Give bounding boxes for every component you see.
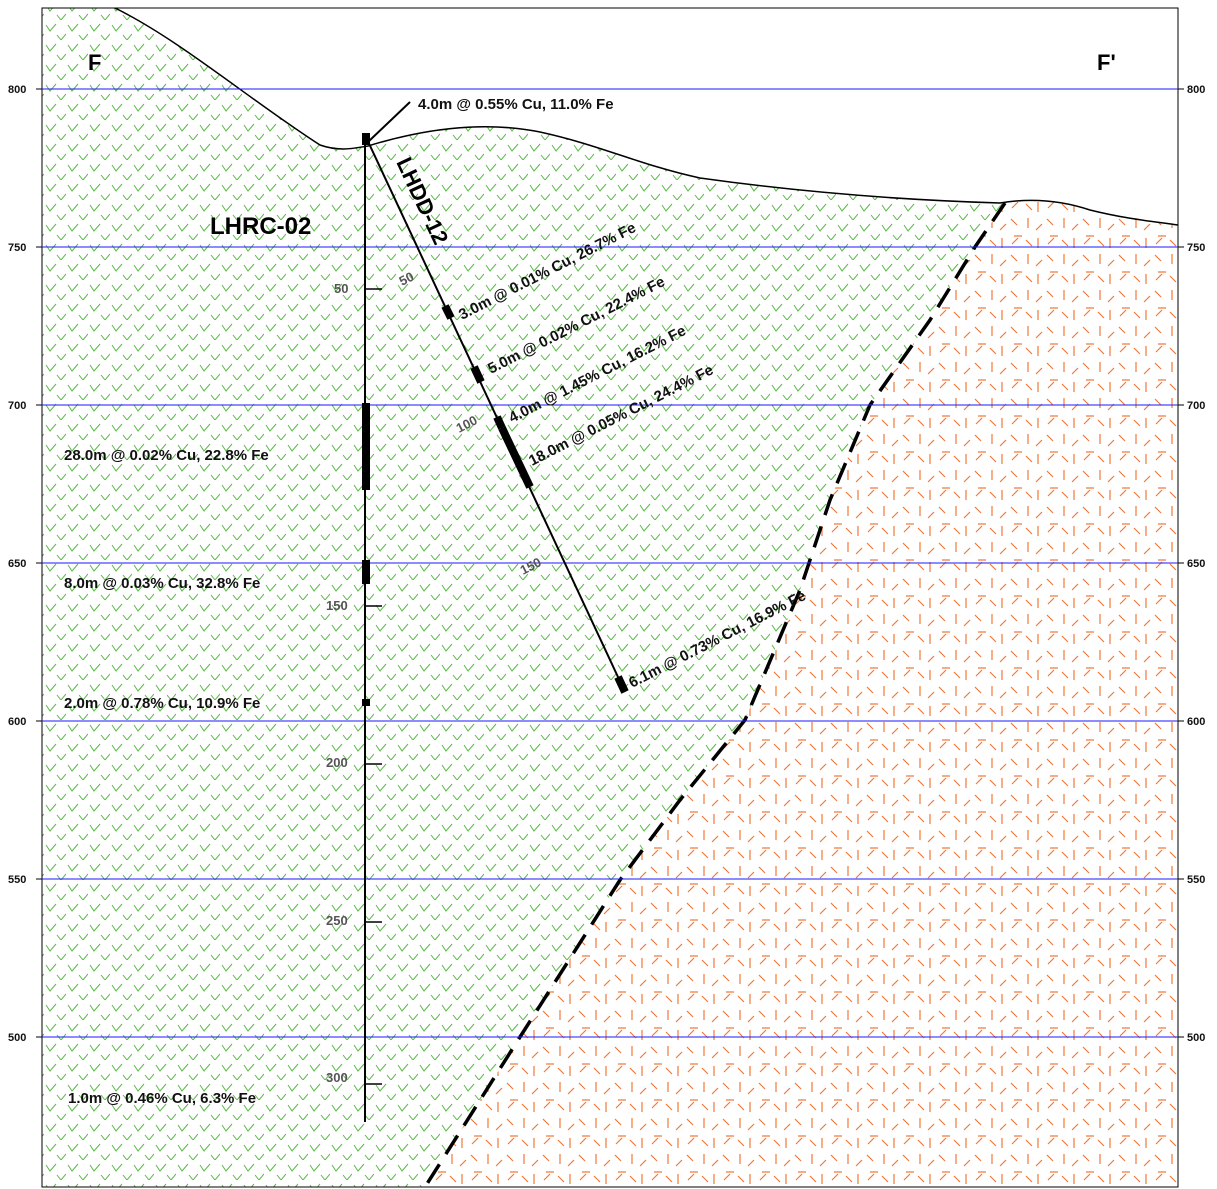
intercept-label: 4.0m @ 0.55% Cu, 11.0% Fe — [418, 96, 614, 113]
intercept — [362, 133, 370, 145]
intercept — [498, 426, 534, 489]
intercept — [362, 403, 370, 490]
frame — [41, 7, 1179, 1188]
elevation-label: 550 — [1187, 874, 1205, 886]
elevation-grid: 800 800 750 750 700 700 650 650 600 600 550 550 500 5… — [8, 84, 1205, 1044]
drillhole-trace — [364, 134, 626, 693]
intercept — [614, 675, 629, 694]
contact — [423, 202, 1007, 1187]
drillhole-name: LHRC-02 — [210, 213, 311, 240]
elevation-label: 750 — [8, 242, 26, 254]
elevation-label: 500 — [8, 1032, 26, 1044]
intercept-label: 28.0m @ 0.02% Cu, 22.8% Fe — [64, 447, 269, 464]
elevation-label: 600 — [8, 716, 26, 728]
elevation-label: 700 — [1187, 400, 1205, 412]
intercept-label: 8.0m @ 0.03% Cu, 32.8% Fe — [64, 575, 260, 592]
intercept — [362, 560, 370, 584]
section-label: F — [88, 50, 101, 75]
elevation-label: 550 — [8, 874, 26, 886]
depth-label: 250 — [326, 913, 348, 928]
elevation-label: 500 — [1187, 1032, 1205, 1044]
elevation-label: 700 — [8, 400, 26, 412]
elevation-label: 800 — [8, 84, 26, 96]
topography — [114, 8, 1178, 226]
intercept — [441, 304, 455, 320]
depth-label: 50 — [334, 281, 348, 296]
geology — [42, 8, 1178, 1187]
intercept — [470, 365, 485, 384]
intercept-label: 2.0m @ 0.78% Cu, 10.9% Fe — [64, 695, 260, 712]
elevation-label: 800 — [1187, 84, 1205, 96]
section-label: F' — [1097, 50, 1116, 75]
depth-label: 50 — [397, 269, 417, 289]
intercept-label: 1.0m @ 0.46% Cu, 6.3% Fe — [68, 1090, 256, 1107]
intercept — [493, 415, 506, 430]
leader — [367, 101, 411, 143]
elevation-label: 750 — [1187, 242, 1205, 254]
intrusive-unit — [425, 200, 1178, 1187]
depth-label: 200 — [326, 755, 348, 770]
intercept — [362, 699, 370, 706]
depth-label: 150 — [326, 598, 348, 613]
elevation-label: 650 — [1187, 558, 1205, 570]
elevation-label: 600 — [1187, 716, 1205, 728]
depth-label: 300 — [326, 1070, 348, 1085]
elevation-label: 650 — [8, 558, 26, 570]
